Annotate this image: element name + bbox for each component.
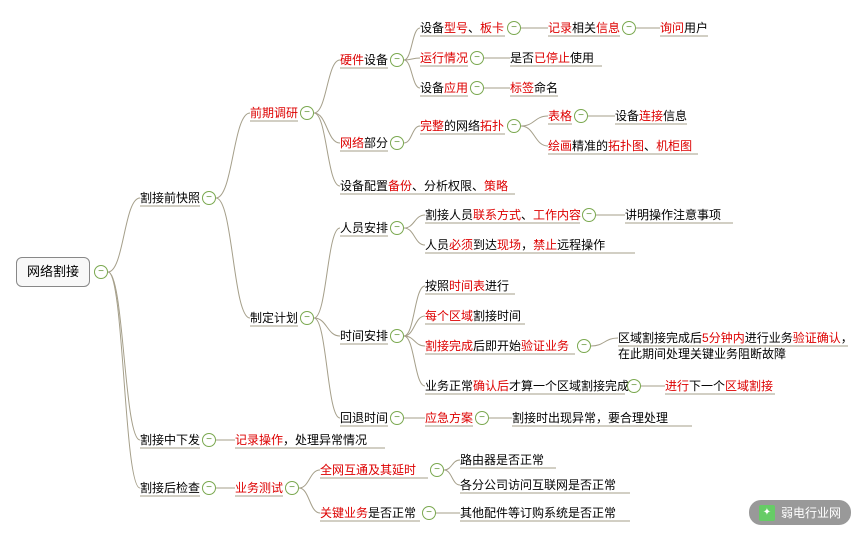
mindmap-node[interactable]: 割接完成后即开始验证业务 [425,338,569,354]
connector [108,198,140,272]
collapse-toggle-icon[interactable] [202,433,216,447]
collapse-toggle-icon[interactable] [430,463,444,477]
collapse-toggle-icon[interactable] [285,481,299,495]
mindmap-node[interactable]: 割接前快照 [140,190,200,206]
connector [216,113,250,198]
mindmap-node[interactable]: 硬件设备 [340,52,388,68]
mindmap-node[interactable]: 路由器是否正常 [460,452,544,468]
connector [404,316,425,336]
connector [404,228,425,245]
collapse-toggle-icon[interactable] [390,136,404,150]
root-node[interactable]: 网络割接 [16,257,90,287]
watermark: ✦ 弱电行业网 [749,500,851,525]
collapse-toggle-icon[interactable] [622,21,636,35]
mindmap-node[interactable]: 完整的网络拓扑 [420,118,504,134]
mindmap-node[interactable]: 运行情况 [420,50,468,66]
connector [299,488,320,513]
connector [314,60,340,113]
mindmap-node[interactable]: 业务测试 [235,480,283,496]
mindmap-node[interactable]: 每个区域割接时间 [425,308,521,324]
mindmap-node[interactable]: 应急方案 [425,410,473,426]
collapse-toggle-icon[interactable] [422,506,436,520]
connector [404,126,420,143]
mindmap-node[interactable]: 各分公司访问互联网是否正常 [460,477,616,493]
mindmap-node[interactable]: 回退时间 [340,410,388,426]
connector [404,215,425,228]
mindmap-node[interactable]: 记录操作，处理异常情况 [235,432,367,448]
mindmap-node[interactable]: 设备连接信息 [615,108,687,124]
connector [444,460,460,470]
connector [404,286,425,336]
connector [314,113,340,186]
mindmap-node[interactable]: 割接时出现异常，要合理处理 [512,410,668,426]
connector [108,272,140,488]
mindmap-node[interactable]: 时间安排 [340,328,388,344]
connector [314,113,340,143]
connector [521,126,548,146]
wechat-icon: ✦ [759,505,775,521]
collapse-toggle-icon[interactable] [202,191,216,205]
connector [404,336,425,386]
collapse-toggle-icon[interactable] [574,109,588,123]
mindmap-node[interactable]: 按照时间表进行 [425,278,509,294]
connector [591,338,618,346]
mindmap-node[interactable]: 设备型号、板卡 [420,20,504,36]
collapse-toggle-icon[interactable] [582,208,596,222]
collapse-toggle-icon[interactable] [470,81,484,95]
connector [521,116,548,126]
collapse-toggle-icon[interactable] [627,379,641,393]
mindmap-node[interactable]: 区域割接完成后5分钟内进行业务验证确认， [618,330,853,346]
mindmap-node[interactable]: 设备应用 [420,80,468,96]
mindmap-node[interactable]: 人员必须到达现场，禁止远程操作 [425,237,605,253]
collapse-toggle-icon[interactable] [94,265,108,279]
collapse-toggle-icon[interactable] [390,221,404,235]
mindmap-node[interactable]: 表格 [548,108,572,124]
connector [314,228,340,318]
connector [314,318,340,418]
mindmap-node[interactable]: 标签命名 [510,80,558,96]
mindmap-node[interactable]: 割接后检查 [140,480,200,496]
connector [444,470,460,485]
connector [404,60,420,88]
connector [216,198,250,318]
collapse-toggle-icon[interactable] [300,106,314,120]
mindmap-node[interactable]: 讲明操作注意事项 [625,207,721,223]
mindmap-node[interactable]: 进行下一个区域割接 [665,378,773,394]
mindmap-node[interactable]: 是否已停止使用 [510,50,594,66]
mindmap-node[interactable]: 网络部分 [340,135,388,151]
mindmap-node[interactable]: 全网互通及其延时 [320,462,416,478]
collapse-toggle-icon[interactable] [390,53,404,67]
watermark-text: 弱电行业网 [781,504,841,521]
mindmap-node[interactable]: 记录相关信息 [548,20,620,36]
connector [404,58,420,60]
mindmap-node[interactable]: 割接人员联系方式、工作内容 [425,207,581,223]
mindmap-node[interactable]: 割接中下发 [140,432,200,448]
connector [299,470,320,488]
connector [108,272,140,440]
mindmap-node[interactable]: 询问用户 [660,20,708,36]
collapse-toggle-icon[interactable] [390,411,404,425]
collapse-toggle-icon[interactable] [507,21,521,35]
collapse-toggle-icon[interactable] [202,481,216,495]
connector [404,336,425,346]
mindmap-node[interactable]: 在此期间处理关键业务阻断故障 [618,346,786,362]
collapse-toggle-icon[interactable] [577,339,591,353]
mindmap-node[interactable]: 绘画精准的拓扑图、机柜图 [548,138,692,154]
mindmap-node[interactable]: 业务正常确认后才算一个区域割接完成 [425,378,629,394]
mindmap-node[interactable]: 其他配件等订购系统是否正常 [460,505,616,521]
collapse-toggle-icon[interactable] [390,329,404,343]
mindmap-node[interactable]: 人员安排 [340,220,388,236]
mindmap-node[interactable]: 设备配置备份、分析权限、策略 [340,178,508,194]
mindmap-node[interactable]: 关键业务是否正常 [320,505,416,521]
collapse-toggle-icon[interactable] [507,119,521,133]
collapse-toggle-icon[interactable] [300,311,314,325]
mindmap-node[interactable]: 前期调研 [250,105,298,121]
collapse-toggle-icon[interactable] [475,411,489,425]
collapse-toggle-icon[interactable] [470,51,484,65]
connector [404,28,420,60]
connector [314,318,340,336]
mindmap-node[interactable]: 制定计划 [250,310,298,326]
